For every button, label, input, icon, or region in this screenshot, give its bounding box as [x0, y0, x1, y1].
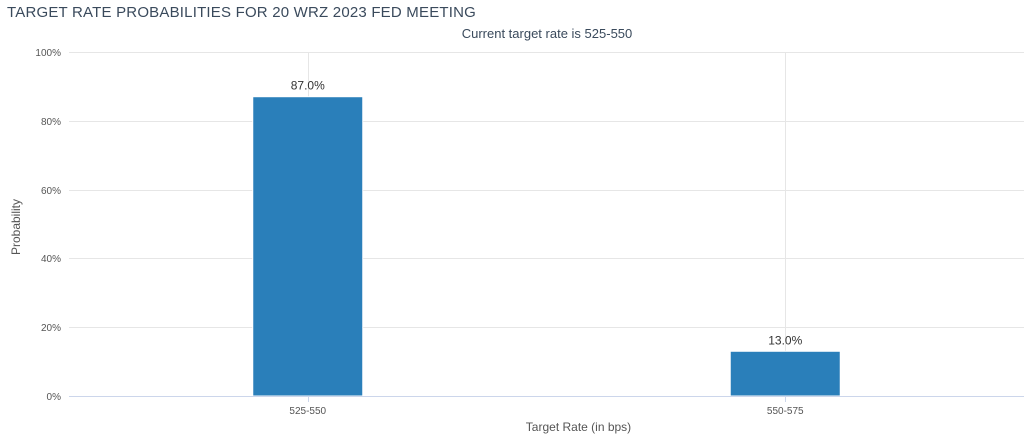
axes: [69, 396, 1024, 402]
bar-525-550[interactable]: [252, 96, 364, 397]
bar-550-575[interactable]: [729, 350, 841, 397]
y-tick-label: 0%: [47, 392, 62, 403]
y-tick-label: 60%: [41, 186, 61, 197]
y-tick-label: 20%: [41, 323, 61, 334]
chart-subtitle: Current target rate is 525-550: [461, 26, 633, 41]
y-tick-label: 40%: [41, 254, 61, 265]
bars: [252, 96, 841, 397]
y-tick-label: 100%: [35, 48, 61, 59]
data-label: 13.0%: [768, 333, 802, 347]
x-tick-label: 525-550: [289, 406, 326, 417]
x-axis-title: Target Rate (in bps): [526, 420, 631, 434]
gridlines: [69, 52, 1024, 396]
y-tick-label: 80%: [41, 117, 61, 128]
x-tick-label: 550-575: [767, 406, 804, 417]
y-axis-title: Probability: [9, 199, 23, 255]
data-label: 87.0%: [291, 79, 325, 93]
chart-title: TARGET RATE PROBABILITIES FOR 20 WRZ 202…: [7, 4, 477, 21]
labels: 0% 20% 40% 60% 80% 100% 87.0% 525-550 13.0% 550-5…: [9, 48, 804, 434]
